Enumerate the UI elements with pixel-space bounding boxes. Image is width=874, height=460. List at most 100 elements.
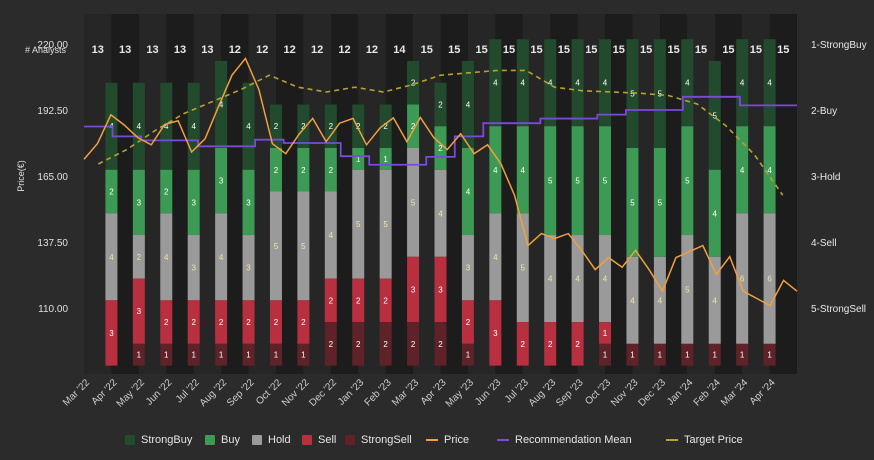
buy-segment [160,169,173,214]
segment-value-label: 4 [713,209,718,218]
segment-value-label: 4 [521,79,526,88]
legend-item-hold[interactable]: Hold [252,432,291,448]
analyst-count: 12 [229,44,241,56]
y-tick-label: 165.00 [37,172,68,183]
analyst-count: 12 [338,44,350,56]
segment-value-label: 2 [301,318,306,327]
analyst-count: 15 [558,44,570,56]
analyst-count: 15 [448,44,460,56]
strongbuy-segment [489,39,502,127]
segment-value-label: 2 [137,253,142,262]
segment-value-label: 1 [356,155,361,164]
strongsell-segment [160,343,173,366]
legend-item-target-price[interactable]: Target Price [666,432,743,448]
hold-segment [736,213,749,344]
legend-item-strongbuy[interactable]: StrongBuy [125,432,192,448]
segment-value-label: 2 [329,166,334,175]
segment-value-label: 2 [356,122,361,131]
segment-value-label: 5 [658,198,663,207]
sell-segment [105,300,118,366]
segment-value-label: 5 [521,264,526,273]
buy-segment [105,169,118,214]
hold-segment [352,169,365,279]
sell-segment [571,322,584,366]
segment-value-label: 2 [274,122,279,131]
buy-segment [461,148,474,236]
segment-value-label: 2 [383,122,388,131]
segment-value-label: 1 [466,351,471,360]
strongsell-segment [187,343,200,366]
segment-value-label: 5 [301,242,306,251]
analyst-count: 12 [366,44,378,56]
strongbuy-segment [160,82,173,170]
segment-value-label: 4 [137,122,142,131]
segment-value-label: 5 [685,285,690,294]
segment-value-label: 2 [191,318,196,327]
segment-value-label: 2 [246,318,251,327]
buy-segment [269,148,282,192]
x-tick-label: Sep '23 [554,377,586,409]
segment-value-label: 2 [219,318,224,327]
segment-value-label: 4 [438,209,443,218]
x-tick-label: Dec '22 [307,377,339,409]
legend-label: Price [444,434,470,446]
strongbuy-segment [352,104,365,148]
legend-label: Buy [221,434,240,446]
strongbuy-segment [379,104,392,148]
legend-item-recommendation-mean[interactable]: Recommendation Mean [497,432,632,448]
chart-legend: StrongBuy Buy Hold Sell StrongSell Price Recom… [0,432,874,450]
legend-swatch [125,435,135,445]
segment-value-label: 2 [164,188,169,197]
legend-label: Hold [268,434,291,446]
x-tick-label: May '23 [444,377,477,410]
segment-value-label: 5 [630,90,635,99]
strongbuy-segment [215,60,228,148]
x-tick-label: Sep '22 [225,377,257,409]
x-tick-label: Oct '22 [254,377,284,407]
segment-value-label: 4 [493,166,498,175]
segment-value-label: 5 [713,111,718,120]
analyst-count: 15 [503,44,515,56]
segment-value-label: 3 [246,198,251,207]
segment-value-label: 3 [411,285,416,294]
segment-value-label: 2 [329,296,334,305]
segment-value-label: 3 [191,198,196,207]
y-axis-title: Price(€) [16,160,26,192]
analyst-count: 15 [667,44,679,56]
sell-segment [407,256,420,323]
segment-value-label: 4 [246,122,251,131]
legend-swatch [205,435,215,445]
analyst-count: 15 [695,44,707,56]
segment-value-label: 1 [219,351,224,360]
hold-segment [763,213,776,344]
x-tick-label: Nov '22 [280,377,312,409]
hold-segment [187,235,200,301]
buy-segment [599,126,612,236]
segment-value-label: 3 [109,329,114,338]
strongsell-segment [242,343,255,366]
buy-segment [516,126,529,214]
strongbuy-segment [653,39,666,149]
legend-item-strongsell[interactable]: StrongSell [345,432,412,448]
x-tick-label: Nov '23 [609,377,641,409]
segment-value-label: 3 [191,264,196,273]
buy-segment [544,126,557,236]
strongbuy-segment [269,104,282,148]
legend-item-sell[interactable]: Sell [302,432,336,448]
segment-value-label: 2 [301,122,306,131]
strongsell-segment [132,343,145,366]
rating-tick-label: 3-Hold [811,172,840,183]
segment-value-label: 4 [575,275,580,284]
segment-value-label: 4 [329,231,334,240]
segment-value-label: 1 [191,351,196,360]
segment-value-label: 5 [383,220,388,229]
segment-value-label: 4 [548,275,553,284]
rating-tick-label: 1-StrongBuy [811,40,867,51]
legend-item-price[interactable]: Price [426,432,469,448]
strongbuy-segment [599,39,612,127]
segment-value-label: 2 [548,340,553,349]
legend-item-buy[interactable]: Buy [205,432,240,448]
segment-value-label: 5 [603,177,608,186]
sell-segment [215,300,228,344]
buy-segment [489,126,502,214]
